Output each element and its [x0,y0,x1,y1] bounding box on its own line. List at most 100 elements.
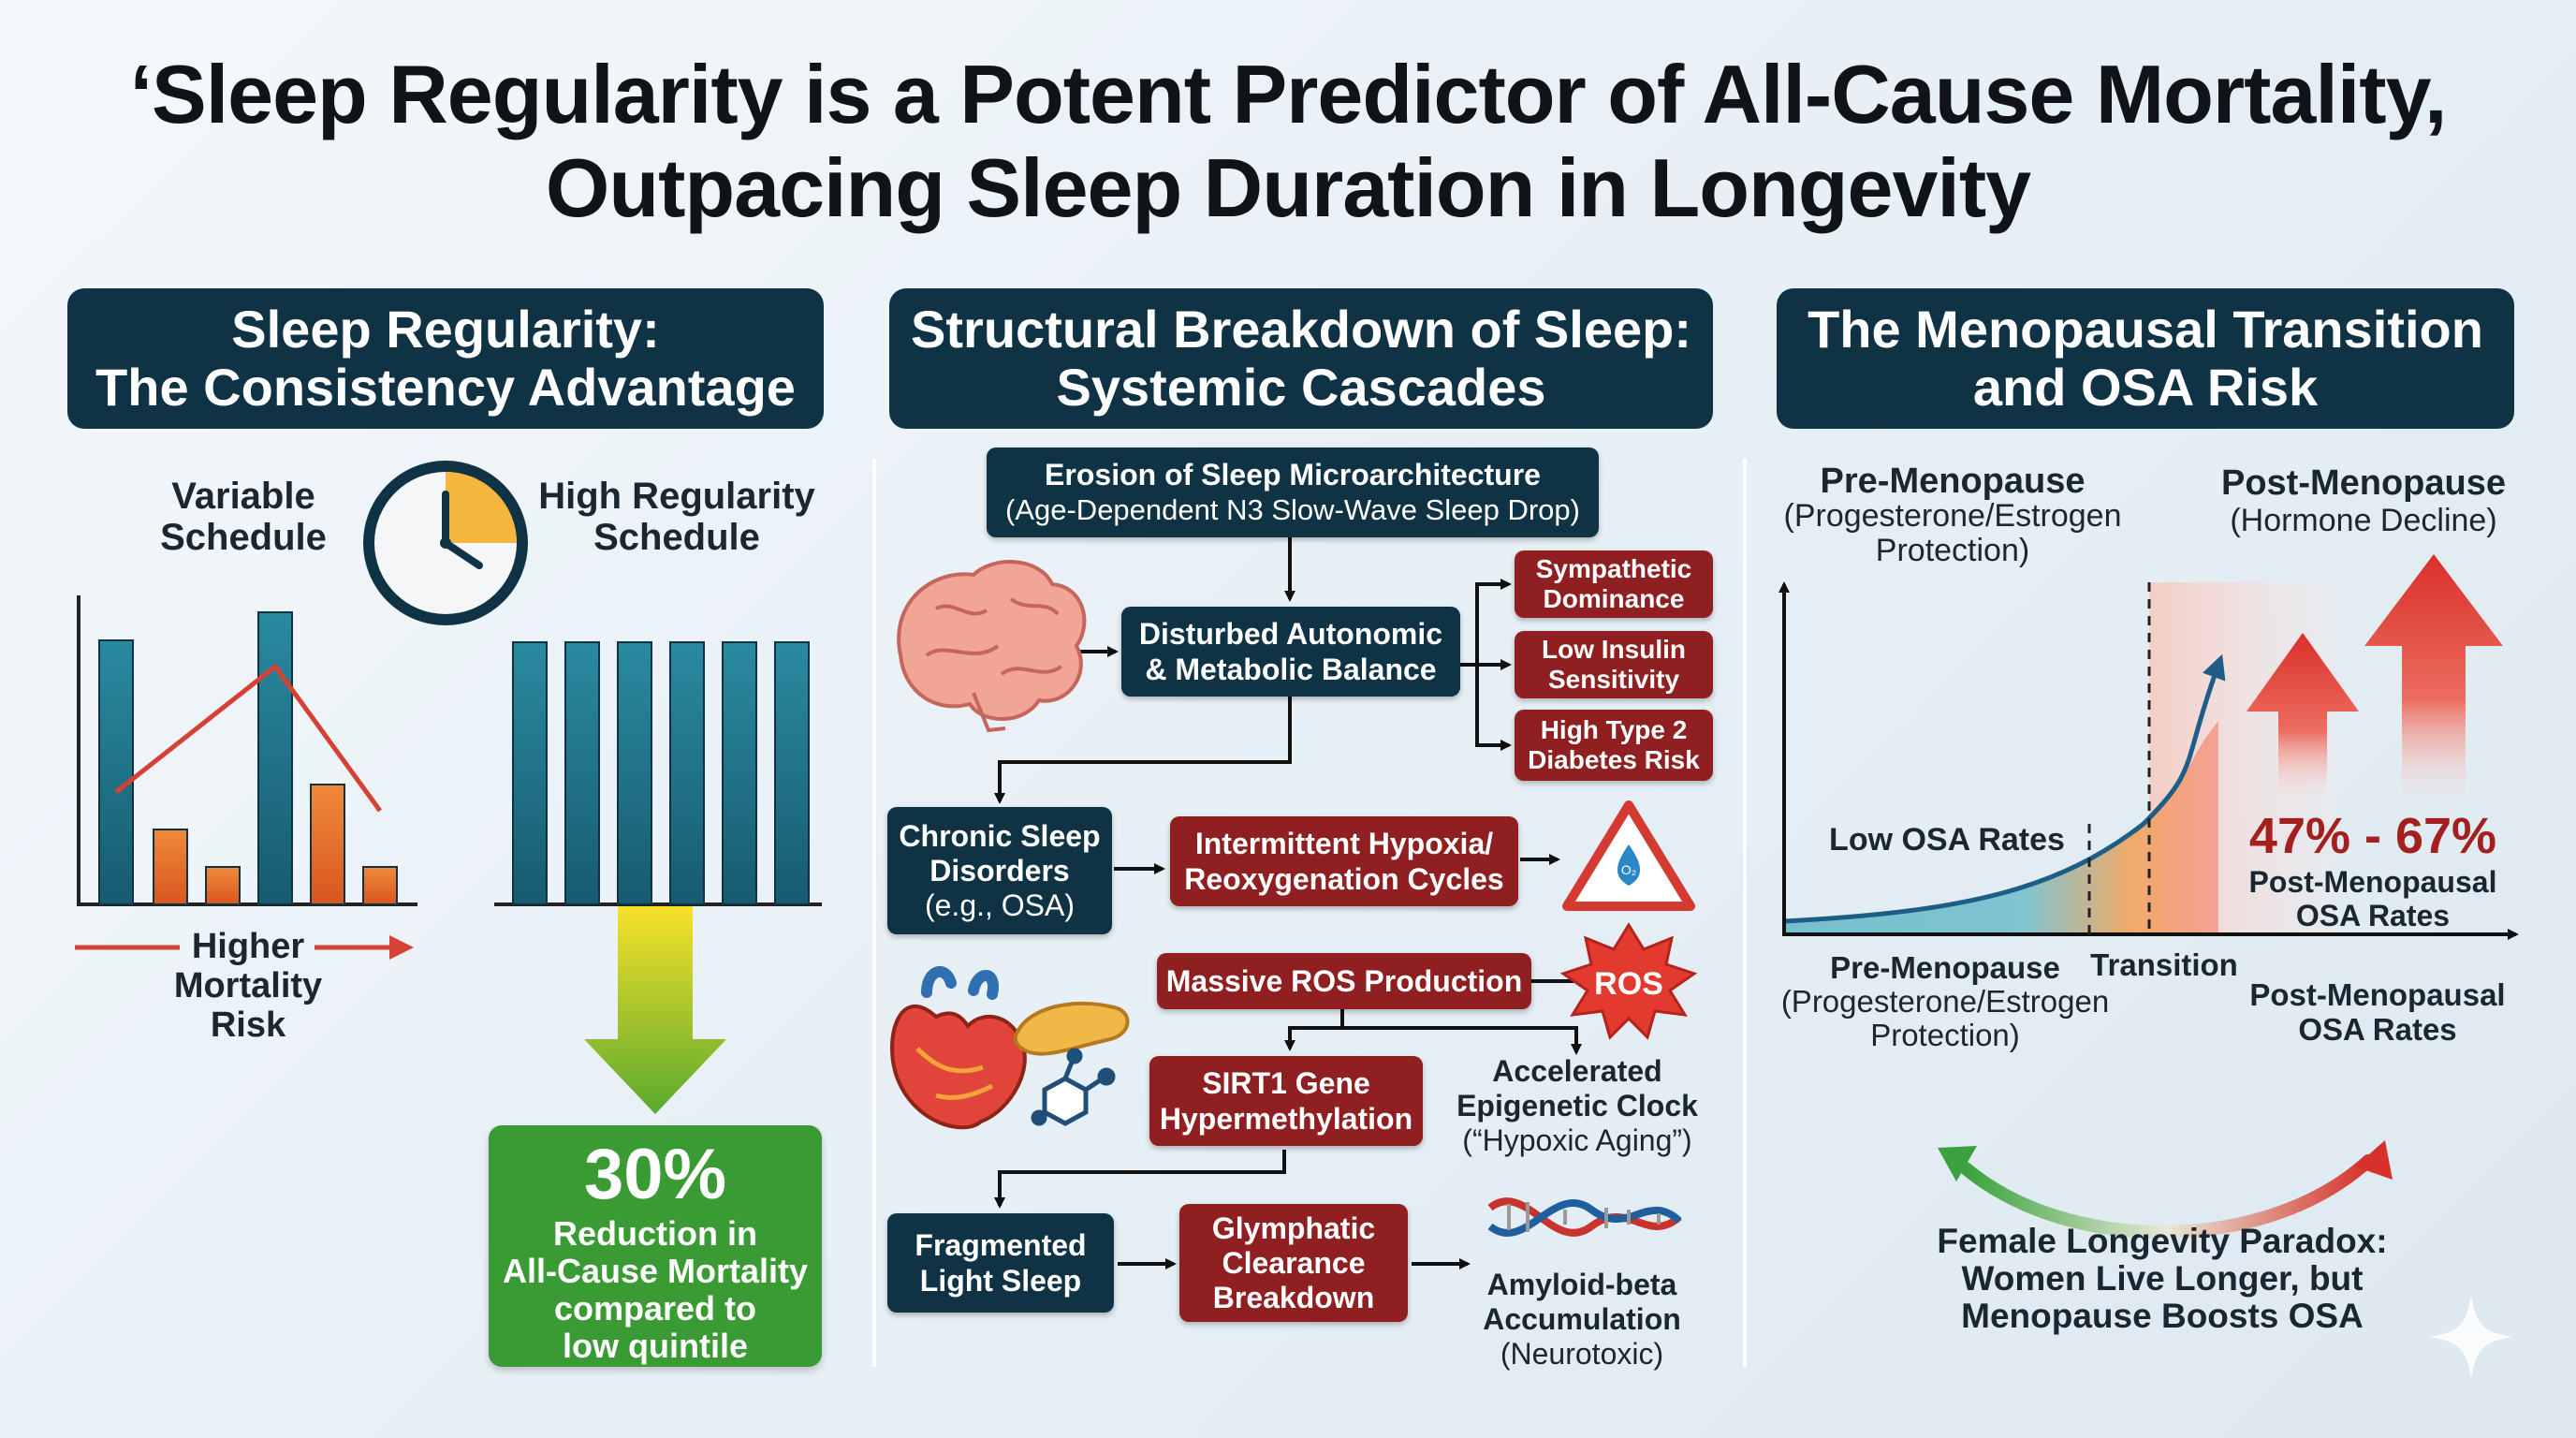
variable-schedule-chart [77,595,417,906]
molecule-icon [1031,1048,1116,1126]
diabetes-line-1: High Type 2 [1540,715,1688,744]
post-menopause-sub: (Hormone Decline) [2230,503,2497,538]
panel2-header: Structural Breakdown of Sleep: Systemic … [889,288,1713,429]
sympathetic-line-1: Sympathetic [1535,554,1692,583]
diabetes-line-2: Diabetes Risk [1528,745,1700,774]
paradox-line-3: Menopause Boosts OSA [1961,1297,2364,1335]
sympathetic-box: Sympathetic Dominance [1515,550,1713,618]
osa-area-fill [1784,721,2218,934]
panel3-header: The Menopausal Transition and OSA Risk [1777,288,2514,429]
variable-label-line-2: Schedule [160,517,327,558]
panel1-header-line-1: Sleep Regularity: [231,300,660,359]
axis-pre-menopause-label: Pre-Menopause (Progesterone/Estrogen Pro… [1767,951,2123,1052]
panel1-header-line-2: The Consistency Advantage [95,358,796,417]
pancreas-icon [1013,1001,1130,1056]
chronic-line-3: (e.g., OSA) [924,888,1076,922]
regular-label-line-2: Schedule [593,517,760,558]
variable-trend-line [114,663,383,813]
glymphatic-line-3: Breakdown [1212,1280,1375,1314]
variable-bar-2 [153,829,188,905]
brain-icon [897,560,1087,733]
main-title-line-2: Outpacing Sleep Duration in Longevity [545,141,2031,234]
sirt1-box: SIRT1 Gene Hypermethylation [1149,1056,1423,1146]
ros-burst-icon [1559,922,1698,1040]
amyloid-line-1: Amyloid-beta [1486,1268,1677,1301]
autonomic-box: Disturbed Autonomic & Metabolic Balance [1121,607,1460,697]
axis-pre-title: Pre-Menopause [1830,950,2060,985]
paradox-arc-right-arrowhead [2355,1140,2393,1180]
panel-divider-right [1743,459,1747,1367]
erosion-line-1: Erosion of Sleep Microarchitecture [1045,458,1541,492]
variable-bar-6 [362,866,398,905]
amyloid-line-2: Accumulation [1483,1302,1681,1336]
epigenetic-line-2: Epigenetic Clock [1456,1089,1698,1123]
axis-post-line-2: OSA Rates [2298,1012,2457,1047]
glymphatic-line-2: Clearance [1222,1245,1366,1280]
amyloid-label: Amyloid-beta Accumulation (Neurotoxic) [1470,1268,1694,1372]
insulin-line-1: Low Insulin [1542,635,1686,664]
panel2-header-line-1: Structural Breakdown of Sleep: [911,300,1691,359]
epigenetic-line-1: Accelerated [1492,1054,1662,1088]
pre-menopause-sub-1: (Progesterone/Estrogen [1783,498,2122,534]
dna-icon [1487,1197,1682,1237]
panel3-header-line-1: The Menopausal Transition [1808,300,2483,359]
axis-transition-label: Transition [2090,947,2238,982]
fragmented-line-2: Light Sleep [919,1264,1082,1298]
paradox-line-2: Women Live Longer, but [1961,1259,2364,1298]
hypoxia-line-2: Reoxygenation Cycles [1184,862,1504,896]
axis-post-line-1: Post-Menopausal [2249,977,2506,1012]
amyloid-line-3: (Neurotoxic) [1500,1337,1664,1371]
ros-burst-label: ROS [1594,966,1663,1002]
red-up-arrow-small [2247,633,2359,796]
reduction-line-4: low quintile [563,1327,748,1365]
variable-bar-1 [98,639,134,905]
axis-pre-sub-2: Protection) [1870,1018,2020,1052]
autonomic-line-1: Disturbed Autonomic [1138,617,1443,651]
osa-percentage-sub-2: OSA Rates [2295,899,2451,932]
regular-schedule-chart [494,641,822,906]
sirt1-line-2: Hypermethylation [1159,1102,1413,1136]
insulin-box: Low Insulin Sensitivity [1515,631,1713,698]
axis-post-label: Post-Menopausal OSA Rates [2228,977,2527,1047]
axis-pre-sub-1: (Progesterone/Estrogen [1780,984,2110,1019]
autonomic-line-2: & Metabolic Balance [1145,653,1437,686]
reduction-percentage: 30% [583,1135,727,1214]
main-title-line-1: ‘Sleep Regularity is a Potent Predictor … [129,48,2448,140]
regular-bar-3 [617,641,652,905]
ros-production-label: Massive ROS Production [1165,963,1523,998]
glymphatic-box: Glymphatic Clearance Breakdown [1179,1204,1408,1322]
post-menopause-header: Post-Menopause (Hormone Decline) [2190,464,2537,539]
pre-menopause-title: Pre-Menopause [1820,462,2086,501]
panel1-header: Sleep Regularity: The Consistency Advant… [67,288,824,429]
low-osa-rates-label: Low OSA Rates [1829,822,2065,858]
reduction-line-2: All-Cause Mortality [502,1252,809,1290]
longevity-paradox-text: Female Longevity Paradox: Women Live Lon… [1900,1223,2424,1335]
regular-schedule-label: High Regularity Schedule [532,476,822,558]
regular-bar-2 [564,641,600,905]
clock-icon [363,461,528,625]
epigenetic-line-3: (“Hypoxic Aging”) [1462,1123,1692,1157]
panel3-header-line-2: and OSA Risk [1972,358,2319,417]
reduction-line-1: Reduction in [553,1214,757,1253]
paradox-line-1: Female Longevity Paradox: [1937,1222,2388,1260]
panel2-header-line-2: Systemic Cascades [1056,358,1546,417]
regular-label-line-1: High Regularity [538,476,815,517]
hypoxia-box: Intermittent Hypoxia/ Reoxygenation Cycl… [1170,816,1518,906]
sympathetic-line-2: Dominance [1543,584,1685,613]
pre-menopause-sub-2: Protection) [1875,533,2030,568]
mortality-label-line-2: Mortality Risk [173,966,323,1045]
variable-bar-3 [205,866,241,905]
insulin-line-2: Sensitivity [1547,665,1680,694]
panel-divider-left [872,459,876,1367]
chronic-disorders-box: Chronic Sleep Disorders (e.g., OSA) [887,807,1112,934]
hypoxia-line-1: Intermittent Hypoxia/ [1194,827,1494,860]
pre-menopause-header: Pre-Menopause (Progesterone/Estrogen Pro… [1775,462,2130,568]
osa-percentage-sub-1: Post-Menopausal [2248,865,2497,899]
mortality-risk-label: Higher Mortality Risk [140,927,356,1045]
regular-bar-4 [669,641,705,905]
erosion-line-2: (Age-Dependent N3 Slow-Wave Sleep Drop) [1005,493,1580,526]
erosion-box: Erosion of Sleep Microarchitecture (Age-… [987,448,1599,537]
variable-bar-4 [257,611,293,905]
mortality-label-line-1: Higher [191,927,305,966]
fragmented-line-1: Fragmented [915,1228,1087,1262]
